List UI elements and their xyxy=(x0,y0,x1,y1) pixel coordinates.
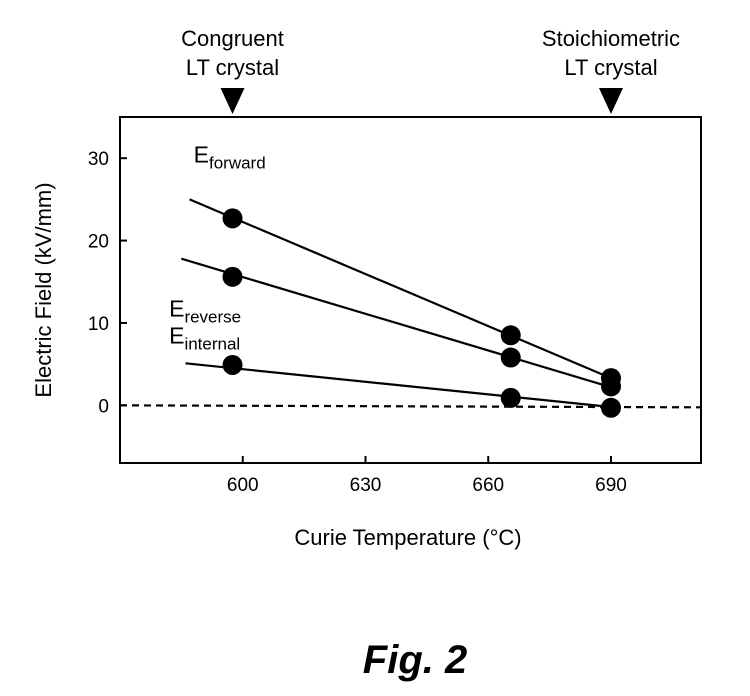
data-point-internal xyxy=(222,354,243,375)
annotation-line2: LT crystal xyxy=(564,55,657,80)
y-tick-label: 0 xyxy=(98,396,109,417)
y-tick-label: 30 xyxy=(88,149,109,170)
data-point-forward xyxy=(222,208,243,229)
y-tick-label: 10 xyxy=(88,314,109,335)
data-point-reverse xyxy=(600,376,621,397)
x-tick-label: 660 xyxy=(472,475,504,496)
data-point-internal xyxy=(500,387,521,408)
annotation-arrow-marker xyxy=(220,88,245,114)
figure-caption: Fig. 2 xyxy=(363,638,467,682)
x-tick-label: 630 xyxy=(350,475,382,496)
annotation-line2: LT crystal xyxy=(186,55,279,80)
x-tick-label: 690 xyxy=(595,475,627,496)
series-label-internal: Einternal xyxy=(169,323,240,354)
plot-frame xyxy=(119,116,702,464)
series-label-reverse: Ereverse xyxy=(169,295,241,326)
series-reverse-fit-line xyxy=(181,257,612,389)
series-internal-fit-line xyxy=(185,362,612,409)
data-point-forward xyxy=(500,325,521,346)
annotation-arrow-marker xyxy=(598,88,623,114)
y-axis-label: Electric Field (kV/mm) xyxy=(31,182,56,397)
x-axis-label: Curie Temperature (°C) xyxy=(294,525,521,550)
x-tick-label: 600 xyxy=(227,475,259,496)
annotation-line1: Congruent xyxy=(181,26,284,51)
data-point-internal xyxy=(600,397,621,418)
annotation-line1: Stoichiometric xyxy=(542,26,680,51)
data-point-reverse xyxy=(500,347,521,368)
y-tick-label: 20 xyxy=(88,232,109,253)
series-label-forward: Eforward xyxy=(194,141,266,172)
series-forward-fit-line xyxy=(189,198,612,380)
data-point-reverse xyxy=(222,266,243,287)
